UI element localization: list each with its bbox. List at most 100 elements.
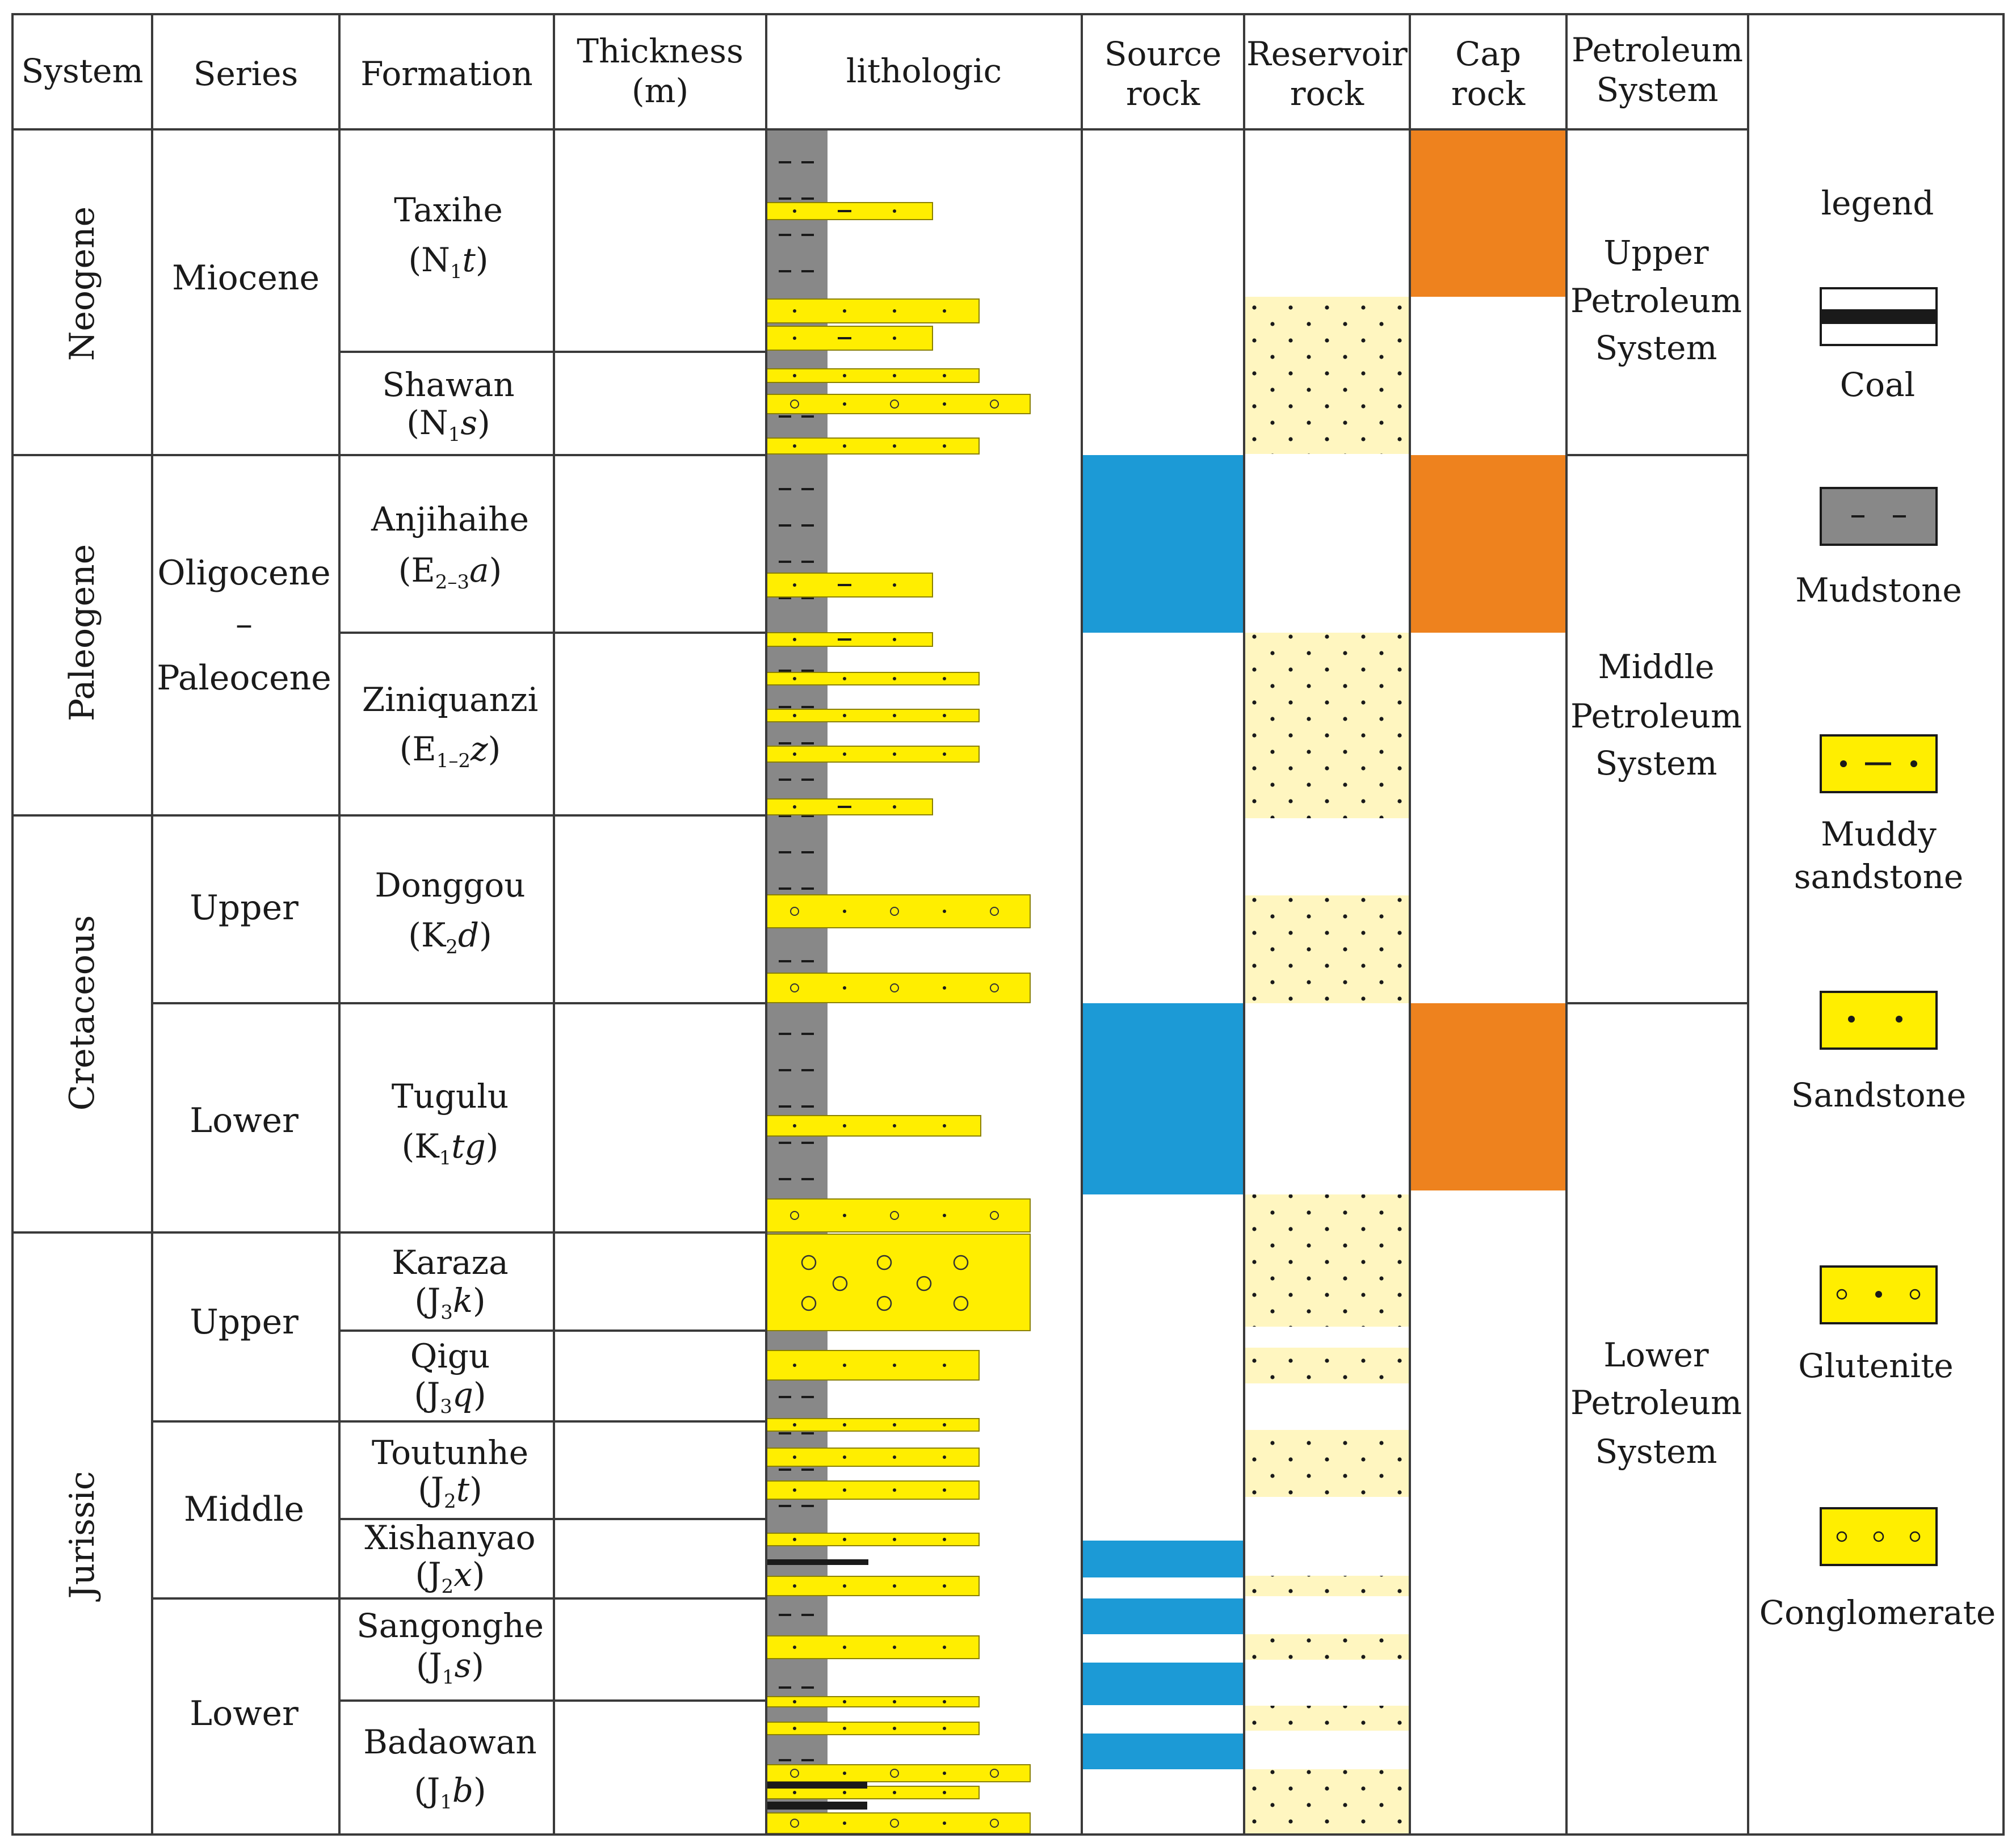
gravel-circle — [953, 1255, 969, 1270]
system-cretaceous: Cretaceous — [62, 915, 102, 1111]
reservoir-dot-fill — [1244, 297, 1410, 454]
sand-dot — [1910, 760, 1917, 767]
lithologic-bed — [766, 1635, 980, 1659]
legend-label: sandstone — [1794, 857, 1964, 896]
sand-dot — [793, 1488, 796, 1492]
sand-dot — [843, 1772, 846, 1775]
petroleum-line-2: Petroleum — [1570, 281, 1742, 320]
sand-dot — [893, 1423, 896, 1427]
sand-dot — [843, 1124, 846, 1127]
legend-coal: Coal — [1820, 287, 1938, 404]
reservoir-dot-fill — [1244, 895, 1410, 1003]
legend-label: Conglomerate — [1759, 1593, 1996, 1632]
sand-dot — [893, 1538, 896, 1541]
formation-code: (E2–3a) — [398, 551, 502, 594]
lithologic-bed — [766, 1115, 981, 1137]
sand-dot — [943, 1772, 946, 1775]
sand-dot — [843, 1455, 846, 1459]
sand-dot — [843, 986, 846, 990]
sand-dot — [793, 1646, 796, 1649]
sand-dot — [1848, 1016, 1855, 1023]
sand-dot — [793, 374, 796, 377]
source-rock-interval — [1082, 1663, 1244, 1705]
legend: legend Coal Mudstone Muddy sandstone — [1759, 184, 1996, 1632]
source-rock-interval — [1082, 1541, 1244, 1577]
gravel-circle — [1836, 1289, 1847, 1300]
petroleum-line-3: System — [1595, 744, 1717, 782]
formation-code: (J3k) — [414, 1281, 485, 1324]
formation-name: Shawan — [382, 365, 514, 404]
reservoir-dot-fill — [1244, 1706, 1410, 1731]
sand-dot — [943, 677, 946, 680]
sand-dot — [793, 1455, 796, 1459]
petroleum-line-1: Upper — [1603, 233, 1708, 272]
system-paleogene: Paleogene — [62, 544, 102, 721]
coal-seam — [766, 1782, 867, 1789]
series-oligocene: Oligocene — [157, 553, 330, 593]
formation-badaowan: Badaowan (J1b) — [363, 1723, 536, 1814]
legend-label: Sandstone — [1791, 1076, 1966, 1114]
gravel-circle — [890, 983, 899, 992]
gravel-circle — [990, 983, 999, 992]
sand-dot — [843, 1488, 846, 1492]
sand-dot — [793, 638, 796, 641]
system-neogene: Neogene — [62, 207, 102, 361]
formation-code: (J2x) — [415, 1555, 485, 1598]
sand-dot — [793, 1124, 796, 1127]
mudstone-swatch — [1820, 487, 1938, 546]
legend-label: Mudstone — [1795, 571, 1962, 609]
sand-dot — [843, 1727, 846, 1730]
formation-shawan: Shawan (N1s) — [382, 365, 514, 446]
sand-dot — [943, 444, 946, 448]
sand-dot — [943, 714, 946, 717]
sand-dot — [943, 752, 946, 756]
formation-donggou: Donggou (K2d) — [375, 866, 525, 958]
gravel-circle — [876, 1295, 892, 1311]
lithologic-bed — [766, 1234, 1031, 1331]
series-jurassic-lower: Lower — [190, 1694, 299, 1734]
gravel-circle — [890, 1769, 899, 1778]
source-rock-column — [1082, 455, 1244, 1769]
header-formation: Formation — [360, 54, 532, 93]
formation-name: Anjihaihe — [371, 500, 529, 538]
gravel-circle — [1909, 1531, 1921, 1542]
sand-dot — [793, 444, 796, 448]
sand-dot — [793, 1423, 796, 1427]
gravel-circle — [1873, 1531, 1884, 1542]
sand-dot — [943, 1364, 946, 1367]
header-petroleum: Petroleum — [1572, 31, 1743, 69]
sand-dot — [843, 1821, 846, 1825]
sand-dot — [793, 677, 796, 680]
sand-dot — [943, 1124, 946, 1127]
lithologic-bed — [766, 746, 980, 763]
gravel-circle — [890, 1819, 899, 1828]
sand-dot — [793, 336, 796, 340]
system-column: Neogene Paleogene Cretaceous Jurissic — [62, 207, 102, 1602]
gravel-circle — [790, 1769, 799, 1778]
source-rock-interval — [1082, 1003, 1244, 1194]
formation-name: Donggou — [375, 866, 525, 904]
petroleum-line-1: Middle — [1598, 647, 1714, 686]
formation-name: Tugulu — [392, 1077, 509, 1116]
formation-code: (N1s) — [406, 403, 490, 446]
sand-dot — [943, 1538, 946, 1541]
sand-dot — [943, 309, 946, 313]
petroleum-line-2: Petroleum — [1570, 1383, 1742, 1422]
table-grid — [11, 13, 2005, 1836]
sand-dot — [793, 583, 796, 587]
reservoir-rock-column — [1244, 297, 1410, 1835]
sand-dot — [893, 677, 896, 680]
legend-title: legend — [1821, 184, 1934, 222]
header-thickness: Thickness — [577, 32, 743, 70]
reservoir-dot-fill — [1244, 633, 1410, 818]
gravel-circle — [801, 1295, 817, 1311]
formation-qigu: Qigu (J3q) — [410, 1337, 490, 1418]
petroleum-line-3: System — [1595, 1432, 1717, 1471]
formation-sangonghe: Sangonghe (J1s) — [356, 1606, 544, 1689]
sand-dot — [893, 714, 896, 717]
sand-dot — [793, 805, 796, 809]
reservoir-dot-fill — [1244, 1634, 1410, 1660]
lithologic-bed — [766, 1696, 980, 1707]
sand-dot — [843, 402, 846, 406]
sand-dot — [843, 752, 846, 756]
